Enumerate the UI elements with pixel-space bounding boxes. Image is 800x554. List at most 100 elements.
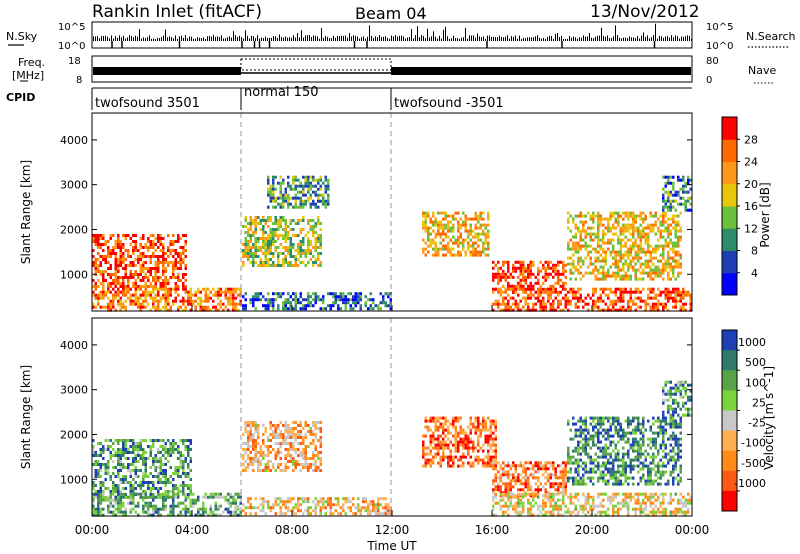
- heatmap-cell: [449, 452, 452, 456]
- heatmap-cell: [684, 202, 687, 206]
- heatmap-cell: [157, 507, 160, 511]
- heatmap-cell: [237, 492, 240, 496]
- heatmap-cell: [177, 469, 180, 472]
- heatmap-cell: [689, 308, 692, 312]
- heatmap-cell: [564, 269, 567, 273]
- heatmap-cell: [149, 246, 152, 249]
- heatmap-cell: [112, 484, 115, 487]
- heatmap-cell: [157, 287, 160, 291]
- heatmap-cell: [509, 305, 512, 309]
- heatmap-cell: [387, 506, 390, 510]
- noise-bar: [535, 36, 536, 41]
- heatmap-cell: [137, 258, 140, 261]
- heatmap-cell: [474, 416, 477, 420]
- heatmap-cell: [472, 241, 475, 245]
- heatmap-cell: [562, 308, 565, 312]
- heatmap-cell: [92, 285, 95, 288]
- noise-bar: [577, 38, 578, 41]
- heatmap-cell: [462, 428, 465, 432]
- heatmap-cell: [624, 274, 627, 278]
- heatmap-cell: [299, 295, 302, 299]
- heatmap-cell: [249, 237, 252, 240]
- heatmap-cell: [454, 238, 457, 242]
- heatmap-cell: [274, 196, 277, 200]
- heatmap-cell: [589, 296, 592, 300]
- heatmap-cell: [434, 250, 437, 254]
- heatmap-cell: [189, 296, 192, 300]
- heatmap-cell: [294, 506, 297, 510]
- heatmap-cell: [104, 496, 107, 499]
- heatmap-cell: [314, 295, 317, 299]
- heatmap-cell: [639, 235, 642, 239]
- heatmap-cell: [679, 229, 682, 233]
- heatmap-cell: [227, 492, 230, 496]
- heatmap-cell: [149, 258, 152, 261]
- noise-bar: [305, 35, 306, 41]
- heatmap-cell: [297, 252, 300, 255]
- heatmap-cell: [604, 253, 607, 257]
- heatmap-cell: [639, 214, 642, 218]
- heatmap-cell: [119, 439, 122, 442]
- heatmap-cell: [99, 484, 102, 487]
- heatmap-cell: [494, 455, 497, 459]
- heatmap-cell: [244, 252, 247, 255]
- heatmap-cell: [622, 290, 625, 294]
- heatmap-cell: [492, 440, 495, 444]
- heatmap-cell: [444, 446, 447, 450]
- heatmap-cell: [577, 305, 580, 309]
- heatmap-cell: [189, 487, 192, 490]
- heatmap-cell: [149, 282, 152, 285]
- heatmap-cell: [602, 290, 605, 294]
- heatmap-cell: [374, 512, 377, 516]
- heatmap-cell: [129, 463, 132, 466]
- heatmap-cell: [272, 231, 275, 234]
- heatmap-cell: [287, 261, 290, 264]
- heatmap-cell: [152, 252, 155, 255]
- heatmap-cell: [607, 217, 610, 221]
- heatmap-cell: [592, 226, 595, 230]
- heatmap-cell: [427, 232, 430, 236]
- heatmap-cell: [664, 226, 667, 230]
- heatmap-cell: [247, 506, 250, 510]
- heatmap-cell: [567, 220, 570, 224]
- heatmap-cell: [314, 445, 317, 448]
- heatmap-cell: [564, 461, 567, 465]
- heatmap-cell: [309, 506, 312, 510]
- heatmap-cell: [97, 454, 100, 457]
- heatmap-cell: [152, 287, 155, 291]
- heatmap-cell: [139, 246, 142, 249]
- heatmap-cell: [359, 509, 362, 513]
- heatmap-cell: [514, 266, 517, 270]
- heatmap-cell: [94, 285, 97, 288]
- heatmap-cell: [484, 440, 487, 444]
- heatmap-cell: [302, 457, 305, 460]
- noise-bar: [483, 36, 484, 41]
- noise-bar: [127, 37, 128, 41]
- heatmap-cell: [294, 258, 297, 261]
- heatmap-cell: [179, 258, 182, 261]
- heatmap-cell: [484, 464, 487, 468]
- heatmap-cell: [482, 461, 485, 465]
- heatmap-cell: [637, 290, 640, 294]
- heatmap-cell: [489, 464, 492, 468]
- heatmap-cell: [684, 293, 687, 297]
- heatmap-cell: [159, 493, 162, 496]
- heatmap-cell: [492, 260, 495, 264]
- noise-bar: [665, 36, 666, 41]
- heatmap-cell: [464, 440, 467, 444]
- heatmap-cell: [287, 497, 290, 501]
- heatmap-cell: [134, 279, 137, 282]
- heatmap-cell: [622, 308, 625, 312]
- heatmap-cell: [497, 278, 500, 282]
- heatmap-cell: [107, 469, 110, 472]
- heatmap-cell: [162, 246, 165, 249]
- heatmap-cell: [127, 264, 130, 267]
- heatmap-cell: [302, 216, 305, 219]
- heatmap-cell: [179, 439, 182, 442]
- heatmap-cell: [467, 437, 470, 441]
- heatmap-cell: [542, 281, 545, 285]
- heatmap-cell: [317, 187, 320, 191]
- heatmap-cell: [139, 495, 142, 499]
- heatmap-cell: [554, 467, 557, 471]
- heatmap-cell: [477, 235, 480, 239]
